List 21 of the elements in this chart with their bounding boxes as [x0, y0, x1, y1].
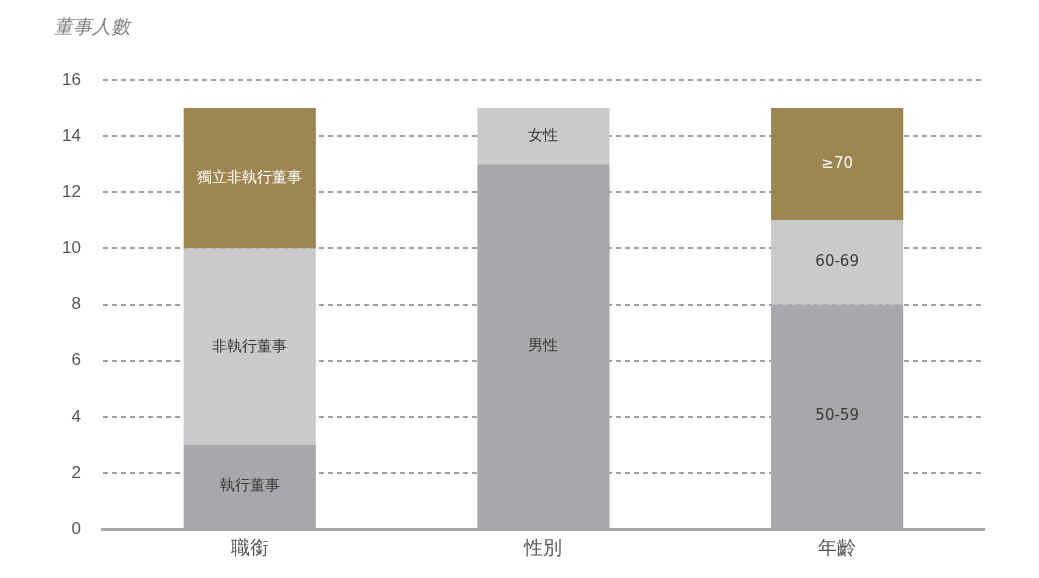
- y-tick-label: 0: [71, 518, 81, 538]
- series-label: ≥70: [821, 154, 853, 173]
- y-axis-title: 董事人數: [54, 14, 130, 39]
- series-label: 非執行董事: [212, 336, 288, 355]
- y-tick-label: 6: [71, 350, 81, 370]
- y-tick-label: 16: [61, 69, 81, 89]
- y-tick-label: 14: [61, 125, 81, 145]
- series-label: 執行董事: [219, 476, 280, 495]
- y-tick-label: 4: [71, 406, 81, 426]
- y-tick-label: 10: [61, 238, 81, 258]
- series-label: 男性: [528, 336, 559, 355]
- y-tick-label: 12: [61, 181, 81, 201]
- y-tick-label: 8: [71, 294, 81, 314]
- series-label: 60-69: [815, 252, 859, 271]
- x-tick-label: 性別: [523, 536, 563, 558]
- series-label: 獨立非執行董事: [197, 168, 303, 187]
- y-tick-label: 2: [71, 462, 81, 482]
- x-tick-label: 職銜: [230, 536, 269, 558]
- x-tick-label: 年齡: [818, 536, 857, 558]
- series-label: 女性: [528, 126, 559, 145]
- series-label: 50-59: [815, 406, 859, 425]
